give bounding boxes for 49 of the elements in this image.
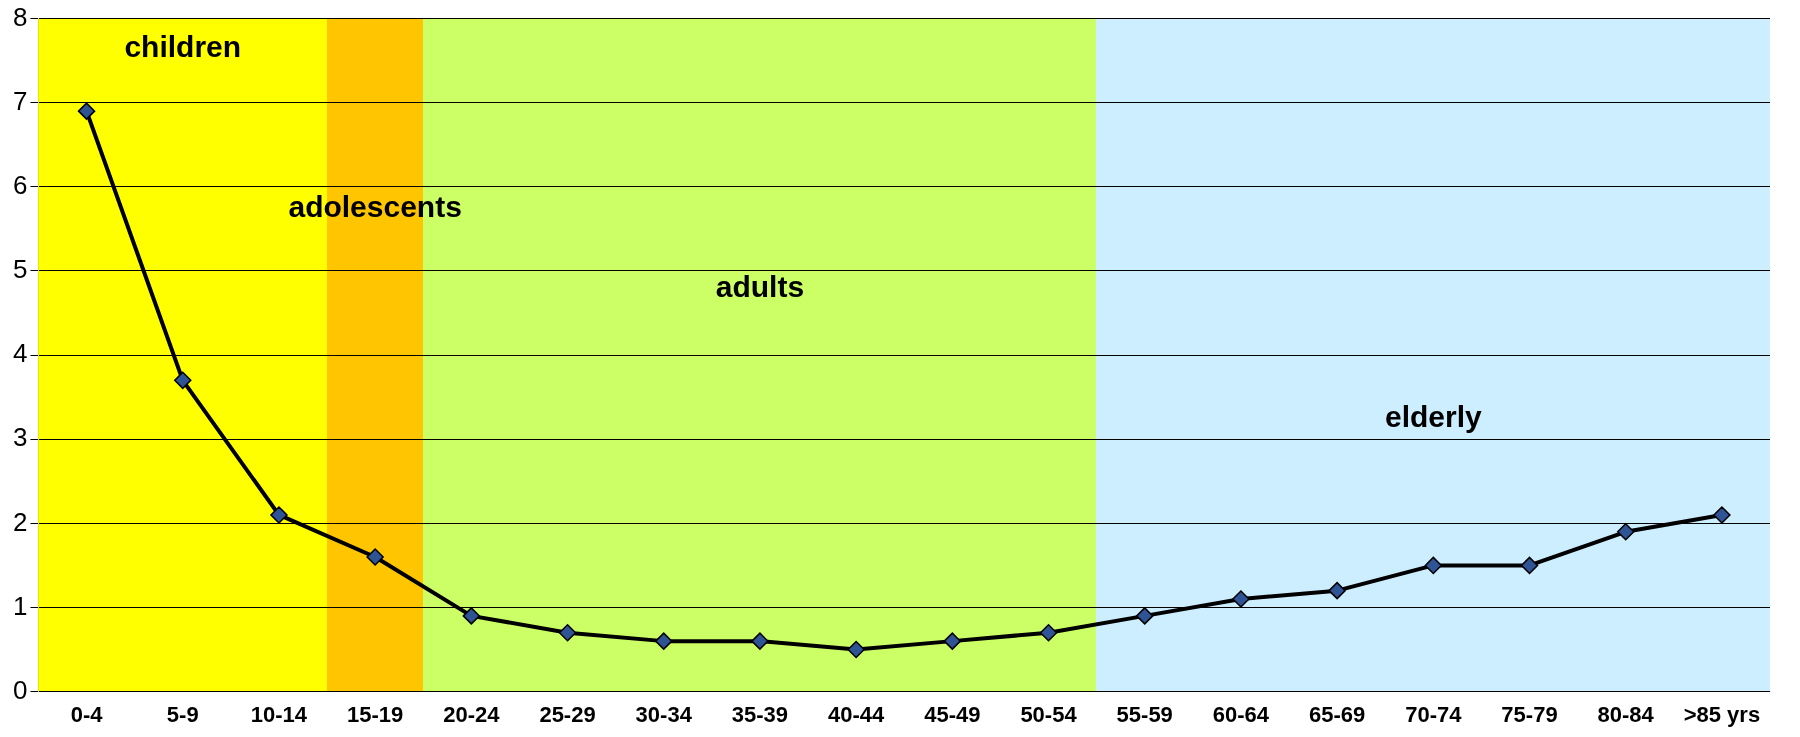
x-tick-label: 30-34 [635,701,693,727]
y-tick-label: 6 [12,170,28,201]
point [847,640,865,659]
point [558,623,577,642]
y-tick-label: 3 [12,422,28,453]
point [751,632,769,650]
point [1328,581,1346,600]
x-tick-label: >85 yrs [1683,701,1761,727]
y-tick-label: 7 [12,85,28,116]
point [654,632,673,650]
x-tick-label: 60-64 [1212,701,1270,727]
y-tick-label: 8 [12,1,28,32]
point [1520,556,1539,575]
point [77,102,96,120]
x-tick-label: 55-59 [1116,701,1173,727]
x-tick-label: 75-79 [1501,701,1558,727]
x-tick-label: 10-14 [250,701,308,727]
band-label: children [124,29,242,63]
y-tick-label: 5 [12,254,28,285]
x-tick-label: 65-69 [1308,701,1366,727]
point [943,632,962,650]
band-label: adults [715,269,805,303]
x-tick-label: 80-84 [1597,701,1655,727]
point [174,371,192,390]
y-tick-label: 1 [12,590,28,621]
point [1424,556,1443,575]
x-tick-label: 40-44 [827,701,886,727]
y-tick-label: 2 [12,506,28,537]
band-label: elderly [1384,399,1482,433]
point [462,607,481,625]
x-tick-label: 50-54 [1020,701,1078,727]
x-tick-label: 20-24 [443,701,501,727]
x-tick-label: 35-39 [731,701,789,727]
y-tick-label: 0 [12,674,28,705]
point [1616,523,1635,541]
band-label: adolescents [288,189,462,223]
point [1713,506,1731,524]
x-tick-label: 0-4 [70,701,104,727]
x-tick-label: 45-49 [924,701,981,727]
y-tick-label: 4 [12,338,28,369]
point [366,548,384,566]
x-tick-label: 5-9 [166,701,199,727]
point [1039,623,1058,642]
point [1232,590,1250,608]
x-tick-label: 15-19 [347,701,404,727]
point [1135,607,1154,625]
x-tick-label: 25-29 [539,701,596,727]
x-tick-label: 70-74 [1405,701,1463,727]
point [270,506,288,524]
